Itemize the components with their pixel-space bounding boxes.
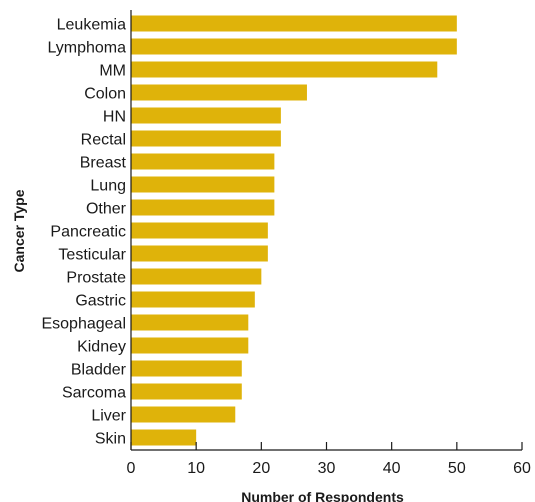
x-tick-label: 20 (252, 460, 270, 477)
x-axis-title: Number of Respondents (241, 489, 404, 502)
x-tick-label: 40 (383, 460, 401, 477)
category-label: Lung (90, 178, 126, 195)
category-label: Esophageal (41, 316, 126, 333)
x-tick-label: 10 (187, 460, 205, 477)
category-label: HN (103, 109, 126, 126)
category-label: Other (86, 201, 127, 218)
category-label: Testicular (58, 247, 126, 264)
category-labels: Leukemia Lymphoma MM Colon HN Rectal Breast Lun… (41, 17, 126, 448)
category-label: Bladder (71, 362, 127, 379)
x-axis-ticks: 0 10 20 30 40 50 60 (127, 442, 531, 477)
x-tick-label: 0 (127, 460, 136, 477)
x-tick-label: 30 (318, 460, 336, 477)
bar-other (131, 199, 275, 216)
category-label: Gastric (75, 293, 126, 310)
bar-bladder (131, 360, 242, 377)
category-label: Lymphoma (47, 40, 126, 57)
bar-pancreatic (131, 222, 268, 239)
bar-liver (131, 406, 236, 423)
bar-gastric (131, 291, 255, 308)
bar-lung (131, 176, 275, 193)
bar-kidney (131, 337, 249, 354)
category-label: Skin (95, 431, 126, 448)
bar-mm (131, 61, 438, 78)
category-label: Prostate (66, 270, 126, 287)
category-label: Sarcoma (62, 385, 126, 402)
category-label: Breast (80, 155, 127, 172)
bar-sarcoma (131, 383, 242, 400)
bar-skin (131, 429, 197, 446)
category-label: Liver (91, 408, 126, 425)
bar-breast (131, 153, 275, 170)
bar-prostate (131, 268, 262, 285)
bar-colon (131, 84, 307, 101)
category-label: Leukemia (57, 17, 126, 34)
x-tick-label: 50 (448, 460, 466, 477)
bar-lymphoma (131, 38, 457, 55)
category-label: Rectal (81, 132, 126, 149)
category-label: MM (99, 63, 126, 80)
category-label: Pancreatic (50, 224, 126, 241)
category-label: Kidney (77, 339, 126, 356)
bar-esophageal (131, 314, 249, 331)
bar-testicular (131, 245, 268, 262)
bars-group (131, 15, 457, 446)
bar-rectal (131, 130, 281, 147)
bar-leukemia (131, 15, 457, 32)
y-axis-title: Cancer Type (11, 189, 27, 272)
bar-hn (131, 107, 281, 124)
category-label: Colon (84, 86, 126, 103)
x-tick-label: 60 (513, 460, 531, 477)
